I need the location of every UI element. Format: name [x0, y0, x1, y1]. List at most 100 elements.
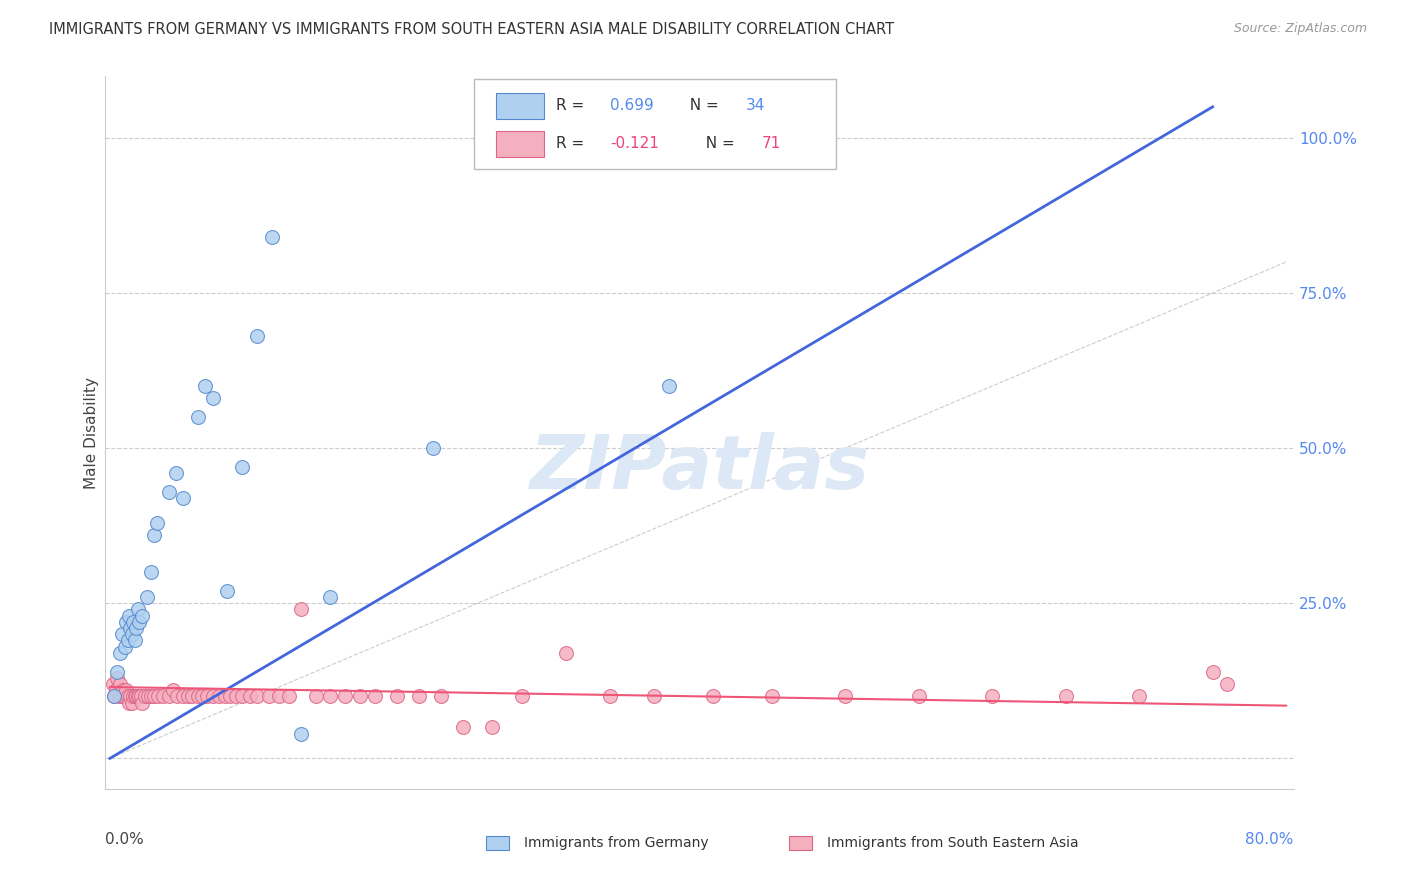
- Point: [128, 615, 150, 629]
- Point: [658, 379, 681, 393]
- Point: [1216, 677, 1239, 691]
- Point: [1201, 665, 1223, 679]
- Text: R =: R =: [555, 136, 589, 151]
- Point: [422, 441, 444, 455]
- Point: [122, 690, 145, 704]
- Point: [290, 602, 312, 616]
- Bar: [496, 93, 544, 119]
- Point: [114, 640, 136, 654]
- Point: [139, 566, 162, 580]
- Bar: [485, 836, 509, 850]
- Text: Source: ZipAtlas.com: Source: ZipAtlas.com: [1233, 22, 1367, 36]
- Point: [219, 690, 242, 704]
- Point: [127, 602, 149, 616]
- Point: [599, 690, 621, 704]
- Point: [143, 528, 166, 542]
- Point: [231, 459, 253, 474]
- Point: [143, 690, 166, 704]
- Point: [120, 621, 142, 635]
- Text: Immigrants from Germany: Immigrants from Germany: [523, 836, 709, 850]
- Text: ZIPatlas: ZIPatlas: [530, 432, 869, 505]
- Point: [481, 720, 503, 734]
- Point: [834, 690, 856, 704]
- Point: [208, 690, 231, 704]
- Point: [121, 627, 143, 641]
- Point: [246, 690, 269, 704]
- Point: [112, 683, 135, 698]
- Point: [146, 516, 169, 530]
- Point: [333, 690, 356, 704]
- Point: [166, 690, 188, 704]
- Point: [125, 690, 148, 704]
- Text: 34: 34: [745, 98, 765, 113]
- Point: [131, 608, 153, 623]
- Text: IMMIGRANTS FROM GERMANY VS IMMIGRANTS FROM SOUTH EASTERN ASIA MALE DISABILITY CO: IMMIGRANTS FROM GERMANY VS IMMIGRANTS FR…: [49, 22, 894, 37]
- Point: [101, 677, 124, 691]
- Point: [214, 690, 236, 704]
- Text: -0.121: -0.121: [610, 136, 659, 151]
- Point: [201, 690, 224, 704]
- Text: 0.699: 0.699: [610, 98, 654, 113]
- Point: [118, 696, 141, 710]
- Point: [554, 646, 576, 660]
- Point: [148, 690, 170, 704]
- Point: [111, 690, 134, 704]
- Point: [290, 726, 312, 740]
- Point: [131, 696, 153, 710]
- Point: [429, 690, 451, 704]
- Point: [319, 590, 342, 604]
- Point: [643, 690, 665, 704]
- Point: [139, 690, 162, 704]
- Point: [157, 484, 180, 499]
- Point: [124, 633, 146, 648]
- Point: [115, 683, 138, 698]
- Point: [103, 690, 125, 704]
- Point: [121, 696, 143, 710]
- Point: [105, 665, 128, 679]
- Point: [981, 690, 1004, 704]
- Point: [111, 627, 134, 641]
- Point: [1128, 690, 1150, 704]
- Point: [181, 690, 204, 704]
- Point: [108, 677, 131, 691]
- Point: [194, 379, 217, 393]
- Point: [125, 621, 148, 635]
- Text: 0.0%: 0.0%: [105, 832, 145, 847]
- Text: N =: N =: [681, 98, 724, 113]
- Point: [510, 690, 533, 704]
- Point: [217, 583, 239, 598]
- Point: [115, 615, 138, 629]
- Point: [363, 690, 385, 704]
- Point: [195, 690, 218, 704]
- Text: 80.0%: 80.0%: [1246, 832, 1294, 847]
- Point: [702, 690, 724, 704]
- Point: [117, 633, 139, 648]
- Point: [385, 690, 408, 704]
- Point: [162, 683, 184, 698]
- Point: [104, 683, 127, 698]
- Text: 71: 71: [761, 136, 780, 151]
- Point: [120, 690, 142, 704]
- Point: [108, 646, 131, 660]
- Bar: [789, 836, 813, 850]
- Point: [128, 690, 150, 704]
- Point: [172, 491, 194, 505]
- Text: R =: R =: [555, 98, 589, 113]
- Point: [187, 690, 209, 704]
- FancyBboxPatch shape: [474, 79, 837, 169]
- Text: Immigrants from South Eastern Asia: Immigrants from South Eastern Asia: [827, 836, 1078, 850]
- Point: [157, 690, 180, 704]
- Point: [105, 671, 128, 685]
- Point: [1054, 690, 1077, 704]
- Point: [117, 690, 139, 704]
- Point: [349, 690, 371, 704]
- Point: [177, 690, 200, 704]
- Y-axis label: Male Disability: Male Disability: [83, 376, 98, 489]
- Point: [408, 690, 430, 704]
- Point: [124, 690, 146, 704]
- Point: [319, 690, 342, 704]
- Point: [451, 720, 474, 734]
- Point: [257, 690, 280, 704]
- Point: [122, 615, 145, 629]
- Point: [238, 690, 260, 704]
